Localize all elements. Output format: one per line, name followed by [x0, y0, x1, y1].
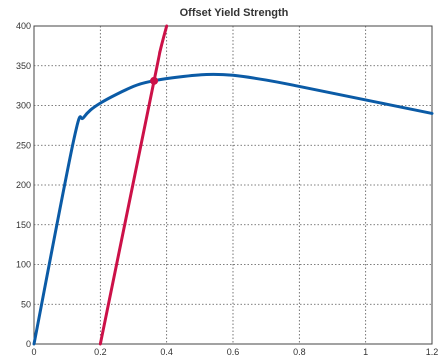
offset-line — [98, 24, 169, 346]
y-tick-label: 100 — [16, 260, 31, 270]
x-tick-label: 0 — [31, 347, 36, 357]
y-tick-label: 0 — [26, 339, 31, 349]
y-tick-label: 400 — [16, 21, 31, 31]
y-tick-label: 300 — [16, 101, 31, 111]
x-tick-label: 0.2 — [94, 347, 107, 357]
x-tick-label: 0.6 — [227, 347, 240, 357]
stress-strain-curve — [32, 72, 434, 346]
x-tick-label: 0.8 — [293, 347, 306, 357]
y-tick-label: 350 — [16, 61, 31, 71]
x-tick-label: 0.4 — [160, 347, 173, 357]
x-tick-label: 1 — [363, 347, 368, 357]
x-tick-label: 1.2 — [426, 347, 439, 357]
y-tick-label: 150 — [16, 220, 31, 230]
chart-title: Offset Yield Strength — [179, 7, 289, 19]
y-tick-label: 50 — [21, 299, 31, 309]
yield-point-marker — [150, 76, 159, 85]
y-tick-label: 250 — [16, 140, 31, 150]
y-tick-label: 200 — [16, 180, 31, 190]
